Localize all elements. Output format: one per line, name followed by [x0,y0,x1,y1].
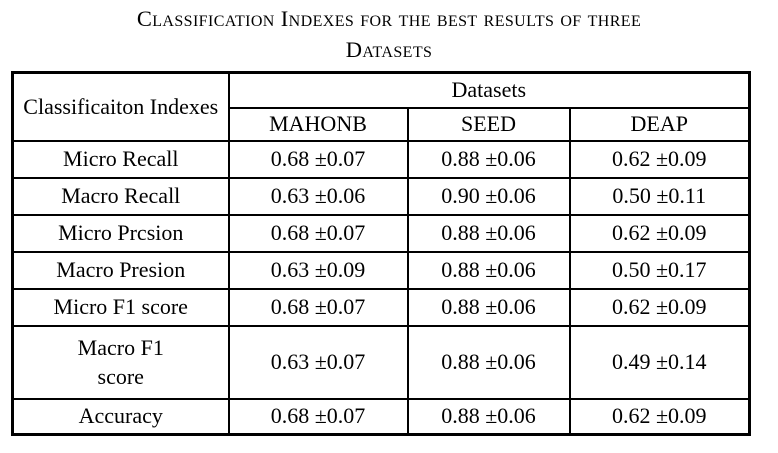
row-label: Micro Recall [11,139,230,179]
header-col-deap: DEAP [568,106,751,142]
table-row-accuracy: Accuracy 0.68 ±0.07 0.88 ±0.06 0.62 ±0.0… [11,397,751,436]
row-label: Macro F1 score [11,324,230,400]
cell-value: 0.88 ±0.06 [406,324,571,400]
cell-value: 0.88 ±0.06 [406,139,571,179]
cell-value: 0.68 ±0.07 [227,287,409,327]
cell-value: 0.62 ±0.09 [568,213,751,253]
row-label: Macro Presion [11,250,230,290]
cell-value: 0.88 ±0.06 [406,213,571,253]
table-row-macro-recall: Macro Recall 0.63 ±0.06 0.90 ±0.06 0.50 … [11,176,751,216]
cell-value: 0.88 ±0.06 [406,250,571,290]
header-col-seed: SEED [406,106,571,142]
row-label: Micro F1 score [11,287,230,327]
cell-value: 0.88 ±0.06 [406,397,571,436]
table-row-macro-f1: Macro F1 score 0.63 ±0.07 0.88 ±0.06 0.4… [11,324,751,400]
cell-value: 0.63 ±0.06 [227,176,409,216]
table-row-micro-precision: Micro Prcsion 0.68 ±0.07 0.88 ±0.06 0.62… [11,213,751,253]
header-datasets: Datasets [227,71,751,109]
cell-value: 0.88 ±0.06 [406,287,571,327]
row-label-text: Macro F1 score [77,335,164,389]
row-label: Accuracy [11,397,230,436]
results-table: Classificaiton Indexes Datasets MAHONB S… [11,71,751,436]
row-label: Micro Prcsion [11,213,230,253]
table-caption: Classification Indexes for the best resu… [0,3,778,65]
table-row-micro-recall: Micro Recall 0.68 ±0.07 0.88 ±0.06 0.62 … [11,139,751,179]
cell-value: 0.90 ±0.06 [406,176,571,216]
cell-value: 0.62 ±0.09 [568,397,751,436]
cell-value: 0.49 ±0.14 [568,324,751,400]
cell-value: 0.68 ±0.07 [227,213,409,253]
header-row-top: Classificaiton Indexes Datasets [11,71,751,142]
header-row-columns: MAHONB SEED DEAP [13,106,751,142]
cell-value: 0.50 ±0.17 [568,250,751,290]
table-row-macro-precision: Macro Presion 0.63 ±0.09 0.88 ±0.06 0.50… [11,250,751,290]
table-row-micro-f1: Micro F1 score 0.68 ±0.07 0.88 ±0.06 0.6… [11,287,751,327]
cell-value: 0.63 ±0.07 [227,324,409,400]
table-caption-line-1: Classification Indexes for the best resu… [136,6,642,31]
cell-value: 0.62 ±0.09 [568,139,751,179]
cell-value: 0.62 ±0.09 [568,287,751,327]
row-label: Macro Recall [11,176,230,216]
table-caption-line-2: Datasets [345,37,433,62]
cell-value: 0.63 ±0.09 [227,250,409,290]
header-classification-indexes: Classificaiton Indexes [11,71,230,142]
cell-value: 0.68 ±0.07 [227,139,409,179]
header-col-mahonb: MAHONB [227,106,409,142]
cell-value: 0.50 ±0.11 [568,176,751,216]
cell-value: 0.68 ±0.07 [227,397,409,436]
